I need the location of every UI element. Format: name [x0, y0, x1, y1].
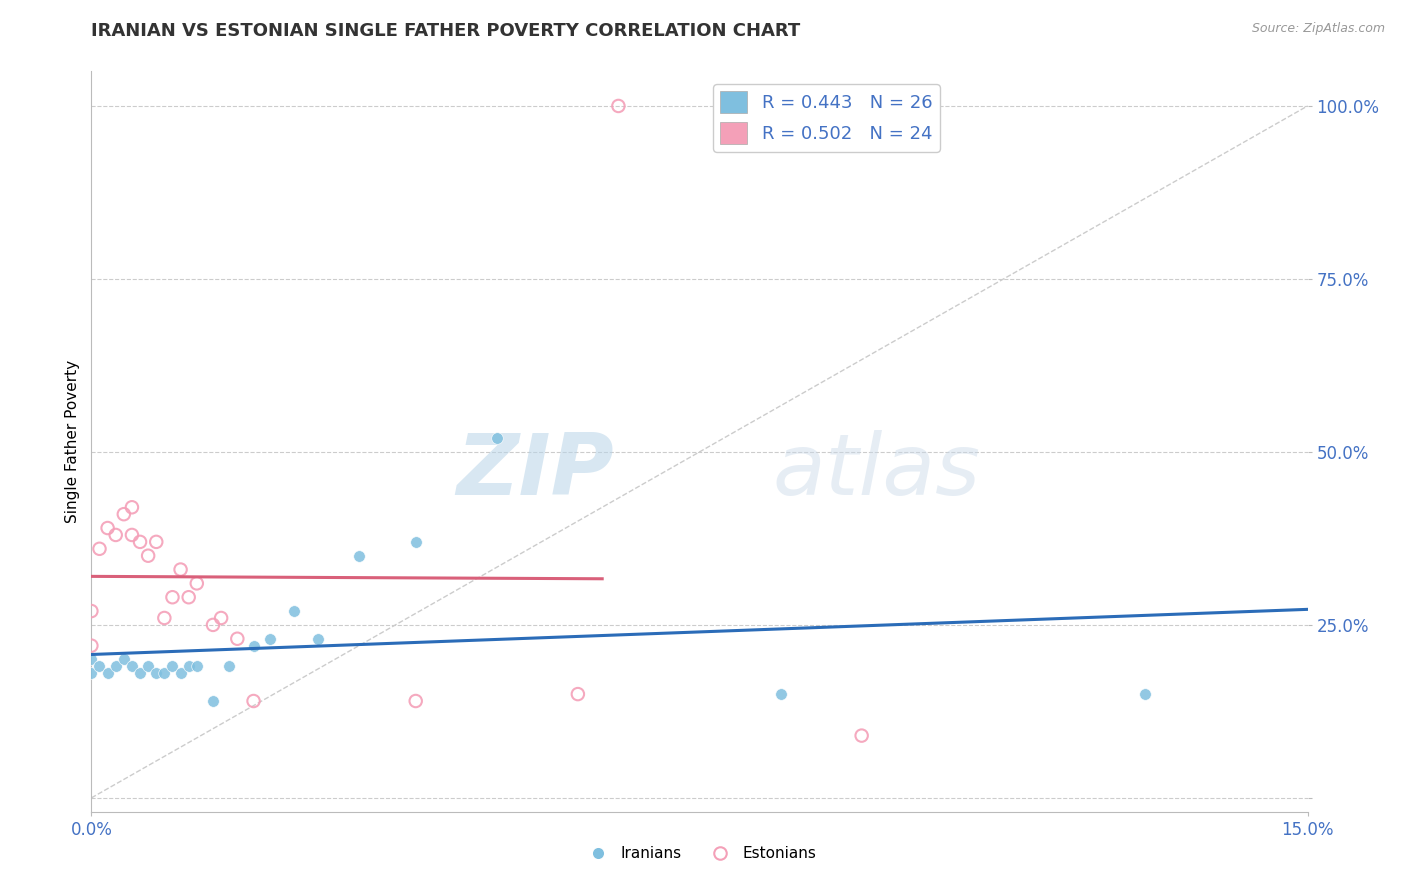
Text: ZIP: ZIP — [457, 430, 614, 513]
Point — [186, 659, 208, 673]
Point — [145, 666, 167, 681]
Point — [405, 694, 427, 708]
Point — [607, 99, 630, 113]
Y-axis label: Single Father Poverty: Single Father Poverty — [65, 360, 80, 523]
Point — [177, 591, 200, 605]
Point — [104, 659, 127, 673]
Point — [307, 632, 329, 646]
Text: atlas: atlas — [772, 430, 980, 513]
Point — [97, 666, 120, 681]
Point — [129, 666, 152, 681]
Point — [136, 549, 159, 563]
Point — [112, 652, 135, 666]
Point — [121, 500, 143, 515]
Point — [89, 541, 111, 556]
Point — [112, 507, 135, 521]
Point — [89, 659, 111, 673]
Text: Source: ZipAtlas.com: Source: ZipAtlas.com — [1251, 22, 1385, 36]
Point — [80, 666, 103, 681]
Point — [202, 618, 225, 632]
Point — [97, 521, 120, 535]
Point — [153, 611, 176, 625]
Point — [259, 632, 281, 646]
Point — [1135, 687, 1157, 701]
Point — [283, 604, 305, 618]
Point — [567, 687, 589, 701]
Point — [485, 431, 508, 445]
Point — [851, 729, 873, 743]
Point — [80, 639, 103, 653]
Point — [80, 604, 103, 618]
Point — [186, 576, 208, 591]
Point — [769, 687, 792, 701]
Point — [145, 534, 167, 549]
Point — [162, 591, 184, 605]
Point — [169, 563, 191, 577]
Point — [177, 659, 200, 673]
Point — [226, 632, 249, 646]
Point — [405, 534, 427, 549]
Legend: Iranians, Estonians: Iranians, Estonians — [576, 839, 823, 867]
Point — [209, 611, 232, 625]
Point — [162, 659, 184, 673]
Point — [121, 659, 143, 673]
Point — [218, 659, 240, 673]
Text: IRANIAN VS ESTONIAN SINGLE FATHER POVERTY CORRELATION CHART: IRANIAN VS ESTONIAN SINGLE FATHER POVERT… — [91, 22, 800, 40]
Point — [202, 694, 225, 708]
Point — [80, 652, 103, 666]
Point — [104, 528, 127, 542]
Point — [121, 528, 143, 542]
Point — [169, 666, 191, 681]
Point — [242, 694, 264, 708]
Point — [242, 639, 264, 653]
Point — [129, 534, 152, 549]
Point — [136, 659, 159, 673]
Point — [153, 666, 176, 681]
Point — [347, 549, 370, 563]
